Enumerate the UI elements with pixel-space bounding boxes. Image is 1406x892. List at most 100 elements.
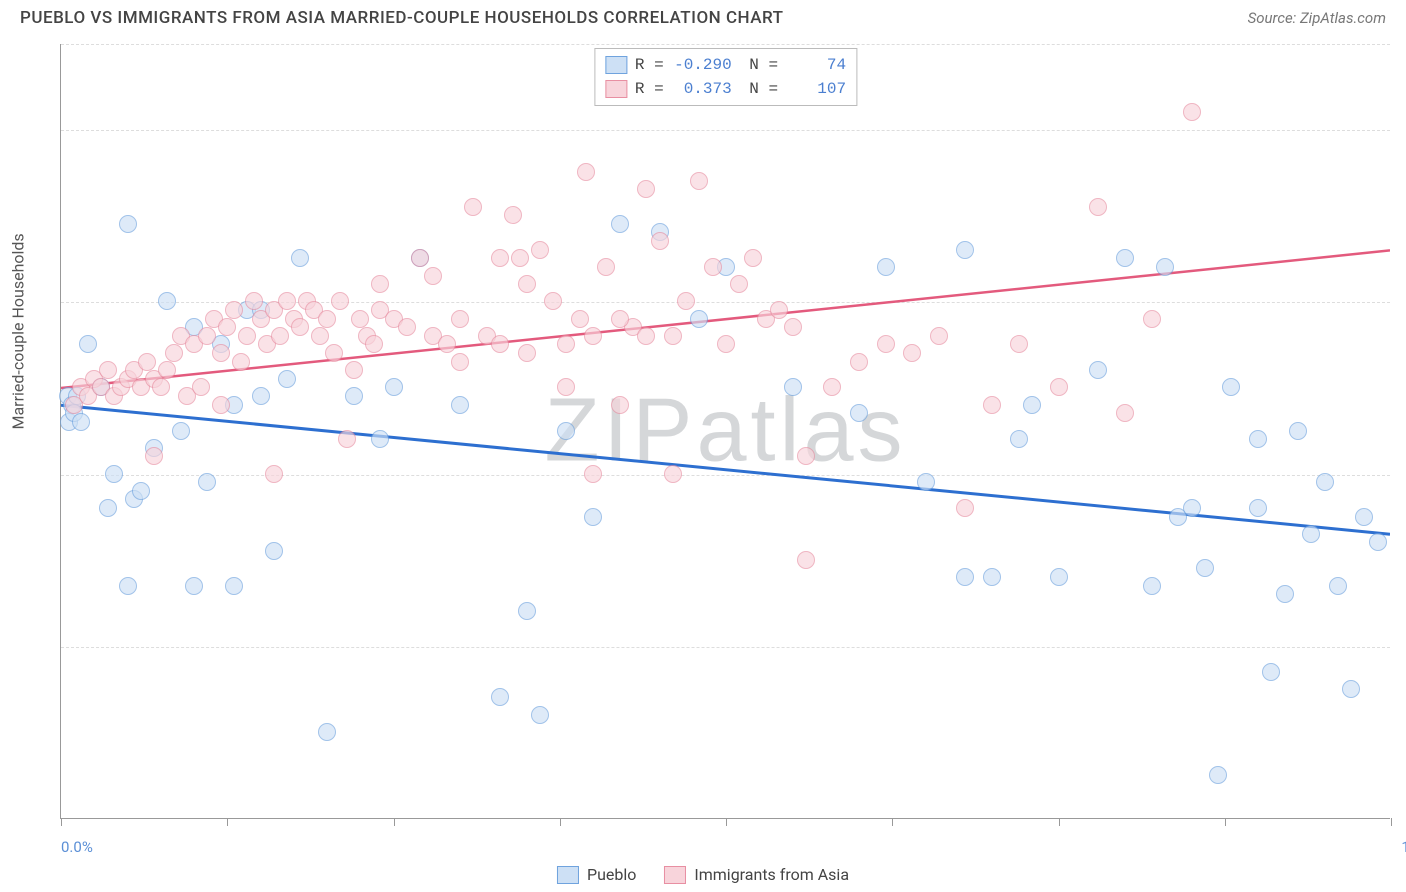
scatter-point	[278, 292, 296, 310]
scatter-point	[1355, 508, 1373, 526]
scatter-point	[1089, 198, 1107, 216]
scatter-point	[611, 215, 629, 233]
scatter-point	[611, 396, 629, 414]
legend-item-2: Immigrants from Asia	[664, 865, 849, 884]
scatter-point	[1089, 361, 1107, 379]
scatter-point	[983, 568, 1001, 586]
scatter-point	[331, 292, 349, 310]
scatter-point	[717, 335, 735, 353]
scatter-point	[99, 499, 117, 517]
n-label: N =	[740, 53, 778, 77]
scatter-point	[438, 335, 456, 353]
scatter-point	[784, 318, 802, 336]
series1-n: 74	[786, 53, 846, 77]
scatter-point	[1329, 577, 1347, 595]
scatter-point	[1116, 404, 1134, 422]
scatter-point	[1222, 378, 1240, 396]
scatter-point	[637, 327, 655, 345]
scatter-point	[1050, 568, 1068, 586]
legend-swatch-1	[557, 866, 579, 884]
scatter-point	[398, 318, 416, 336]
scatter-point	[577, 163, 595, 181]
scatter-point	[1116, 249, 1134, 267]
scatter-point	[850, 353, 868, 371]
scatter-point	[511, 249, 529, 267]
scatter-point	[504, 206, 522, 224]
scatter-point	[198, 473, 216, 491]
scatter-point	[584, 508, 602, 526]
correlation-panel: R = -0.290 N = 74 R = 0.373 N = 107	[594, 48, 857, 106]
legend-item-1: Pueblo	[557, 865, 636, 884]
scatter-point	[518, 275, 536, 293]
scatter-point	[424, 267, 442, 285]
legend-label-2: Immigrants from Asia	[694, 865, 849, 884]
scatter-point	[1369, 533, 1387, 551]
scatter-point	[518, 344, 536, 362]
y-tick-label: 80.0%	[1395, 121, 1406, 139]
scatter-point	[491, 688, 509, 706]
scatter-point	[611, 310, 629, 328]
y-tick-label: 40.0%	[1395, 466, 1406, 484]
scatter-point	[1143, 310, 1161, 328]
scatter-chart: ZIPatlas 20.0%40.0%60.0%80.0% R = -0.290…	[60, 44, 1390, 819]
chart-title: PUEBLO VS IMMIGRANTS FROM ASIA MARRIED-C…	[20, 8, 784, 28]
scatter-point	[351, 310, 369, 328]
scatter-point	[225, 301, 243, 319]
scatter-point	[265, 542, 283, 560]
scatter-point	[597, 258, 615, 276]
scatter-point	[956, 499, 974, 517]
series1-swatch	[605, 56, 627, 74]
scatter-point	[1023, 396, 1041, 414]
scatter-point	[690, 172, 708, 190]
scatter-point	[690, 310, 708, 328]
scatter-point	[956, 568, 974, 586]
correlation-row-1: R = -0.290 N = 74	[605, 53, 846, 77]
scatter-point	[371, 275, 389, 293]
scatter-point	[79, 335, 97, 353]
scatter-point	[119, 215, 137, 233]
scatter-point	[651, 232, 669, 250]
scatter-point	[730, 275, 748, 293]
chart-header: PUEBLO VS IMMIGRANTS FROM ASIA MARRIED-C…	[0, 0, 1406, 32]
scatter-point	[185, 577, 203, 595]
scatter-point	[245, 292, 263, 310]
series2-n: 107	[786, 77, 846, 101]
scatter-point	[105, 465, 123, 483]
scatter-point	[797, 551, 815, 569]
y-axis-label: Married-couple Households	[9, 233, 28, 429]
scatter-point	[152, 378, 170, 396]
x-max-label: 100.0%	[1401, 838, 1406, 856]
scatter-point	[265, 465, 283, 483]
scatter-point	[132, 482, 150, 500]
scatter-point	[464, 198, 482, 216]
scatter-point	[930, 327, 948, 345]
scatter-point	[198, 327, 216, 345]
scatter-point	[823, 378, 841, 396]
scatter-point	[557, 422, 575, 440]
scatter-point	[338, 430, 356, 448]
scatter-point	[365, 335, 383, 353]
scatter-point	[291, 318, 309, 336]
scatter-point	[165, 344, 183, 362]
scatter-point	[1196, 559, 1214, 577]
scatter-point	[99, 361, 117, 379]
scatter-point	[877, 335, 895, 353]
scatter-point	[491, 249, 509, 267]
r-label: R =	[635, 77, 664, 101]
scatter-point	[518, 602, 536, 620]
scatter-point	[1183, 499, 1201, 517]
series2-r: 0.373	[672, 77, 732, 101]
scatter-point	[291, 249, 309, 267]
scatter-point	[238, 327, 256, 345]
scatter-point	[544, 292, 562, 310]
scatter-point	[956, 241, 974, 259]
scatter-point	[531, 706, 549, 724]
scatter-point	[664, 327, 682, 345]
scatter-point	[1342, 680, 1360, 698]
scatter-point	[371, 430, 389, 448]
scatter-point	[571, 310, 589, 328]
scatter-point	[212, 396, 230, 414]
legend-swatch-2	[664, 866, 686, 884]
scatter-point	[917, 473, 935, 491]
r-label: R =	[635, 53, 664, 77]
